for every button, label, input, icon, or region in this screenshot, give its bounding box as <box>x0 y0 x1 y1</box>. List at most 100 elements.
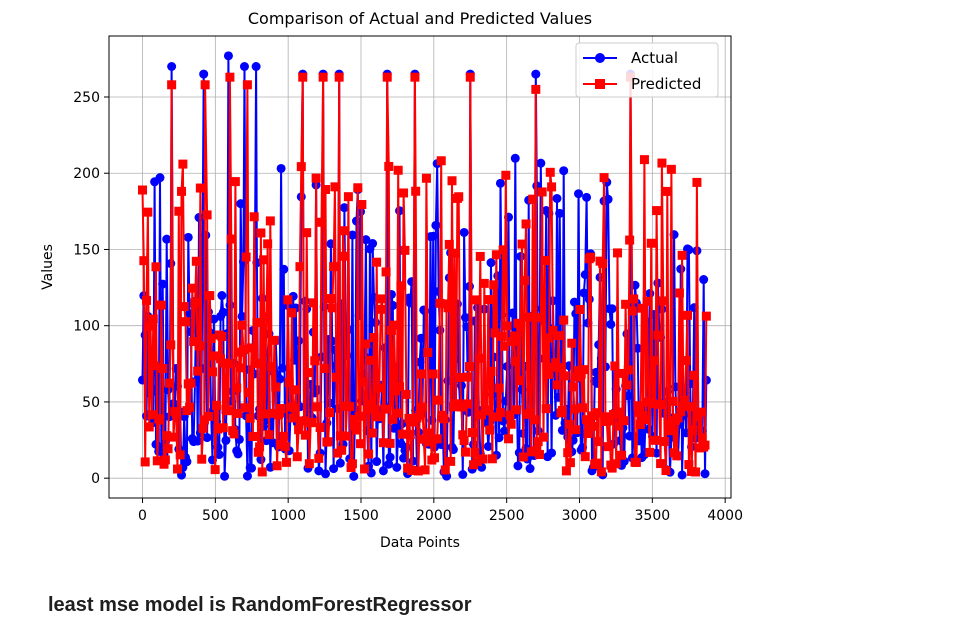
predicted-point <box>483 295 493 305</box>
predicted-point <box>506 419 516 429</box>
result-caption: least mse model is RandomForestRegressor <box>48 594 472 616</box>
predicted-point <box>299 416 309 426</box>
predicted-point <box>177 186 187 196</box>
predicted-point <box>543 333 553 343</box>
predicted-point <box>203 411 213 421</box>
actual-point <box>486 258 496 268</box>
predicted-point <box>329 262 339 272</box>
predicted-point <box>619 416 629 426</box>
chart-title: Comparison of Actual and Predicted Value… <box>248 9 592 28</box>
predicted-point <box>604 416 614 426</box>
predicted-point <box>237 320 247 330</box>
predicted-point <box>373 412 383 422</box>
predicted-point <box>413 466 423 476</box>
predicted-point <box>298 72 308 82</box>
predicted-point <box>497 331 507 341</box>
x-tick-label: 1000 <box>270 508 306 524</box>
predicted-point <box>327 303 337 313</box>
predicted-point <box>465 362 475 372</box>
predicted-point <box>370 404 380 414</box>
predicted-point <box>559 315 569 325</box>
actual-point <box>407 277 417 287</box>
predicted-point <box>629 294 639 304</box>
actual-point <box>217 291 227 301</box>
predicted-point <box>648 399 658 409</box>
actual-point <box>239 61 249 71</box>
predicted-point <box>621 299 631 309</box>
actual-point <box>386 289 396 299</box>
predicted-point <box>434 395 444 405</box>
predicted-point <box>292 452 302 462</box>
predicted-point <box>303 368 313 378</box>
predicted-point <box>548 326 558 336</box>
predicted-point <box>343 192 353 202</box>
predicted-point <box>339 251 349 261</box>
predicted-point <box>435 298 445 308</box>
x-axis-label: Data Points <box>380 535 460 551</box>
predicted-point <box>508 336 518 346</box>
predicted-point <box>697 433 707 443</box>
predicted-point <box>185 402 195 412</box>
predicted-point <box>384 161 394 171</box>
predicted-point <box>510 356 520 366</box>
predicted-point <box>232 383 242 393</box>
predicted-point <box>672 451 682 461</box>
predicted-point <box>325 408 335 418</box>
predicted-point <box>365 355 375 365</box>
predicted-point <box>657 158 667 168</box>
predicted-point <box>645 447 655 457</box>
predicted-point <box>514 376 524 386</box>
predicted-point <box>368 428 378 438</box>
predicted-point <box>144 422 154 432</box>
predicted-point <box>143 207 153 217</box>
predicted-point <box>683 310 693 320</box>
actual-point <box>483 441 493 451</box>
predicted-point <box>658 296 668 306</box>
predicted-point <box>504 434 514 444</box>
predicted-point <box>474 353 484 363</box>
predicted-point <box>625 235 635 245</box>
predicted-point <box>653 330 663 340</box>
predicted-point <box>569 404 579 414</box>
predicted-point <box>302 228 312 238</box>
actual-point <box>606 319 616 329</box>
predicted-point <box>397 429 407 439</box>
actual-point <box>372 457 382 467</box>
predicted-point <box>486 366 496 376</box>
predicted-point <box>175 450 185 460</box>
predicted-point <box>353 183 363 193</box>
predicted-point <box>691 467 701 477</box>
predicted-point <box>163 444 173 454</box>
actual-point <box>339 203 349 213</box>
predicted-point <box>443 303 453 313</box>
predicted-point <box>502 321 512 331</box>
predicted-point <box>417 402 427 412</box>
y-tick-label: 100 <box>73 319 100 335</box>
predicted-point <box>139 256 149 266</box>
actual-point <box>223 51 233 61</box>
predicted-point <box>311 173 321 183</box>
predicted-point <box>264 430 274 440</box>
actual-point <box>233 449 243 459</box>
predicted-point <box>407 465 417 475</box>
predicted-point <box>567 338 577 348</box>
predicted-point <box>218 423 228 433</box>
predicted-point <box>701 311 711 321</box>
predicted-point <box>334 72 344 82</box>
plot-frame <box>108 35 732 499</box>
actual-point <box>182 457 192 467</box>
predicted-point <box>425 428 435 438</box>
predicted-point <box>364 449 374 459</box>
predicted-point <box>622 380 632 390</box>
y-tick-label: 150 <box>73 242 100 258</box>
predicted-point <box>178 159 188 169</box>
predicted-point <box>374 383 384 393</box>
actual-point <box>275 374 285 384</box>
predicted-point <box>148 314 158 324</box>
predicted-point <box>495 408 505 418</box>
actual-point <box>399 453 409 463</box>
predicted-point <box>315 422 325 432</box>
actual-point <box>516 251 526 261</box>
actual-point <box>508 308 518 318</box>
predicted-point <box>684 460 694 470</box>
